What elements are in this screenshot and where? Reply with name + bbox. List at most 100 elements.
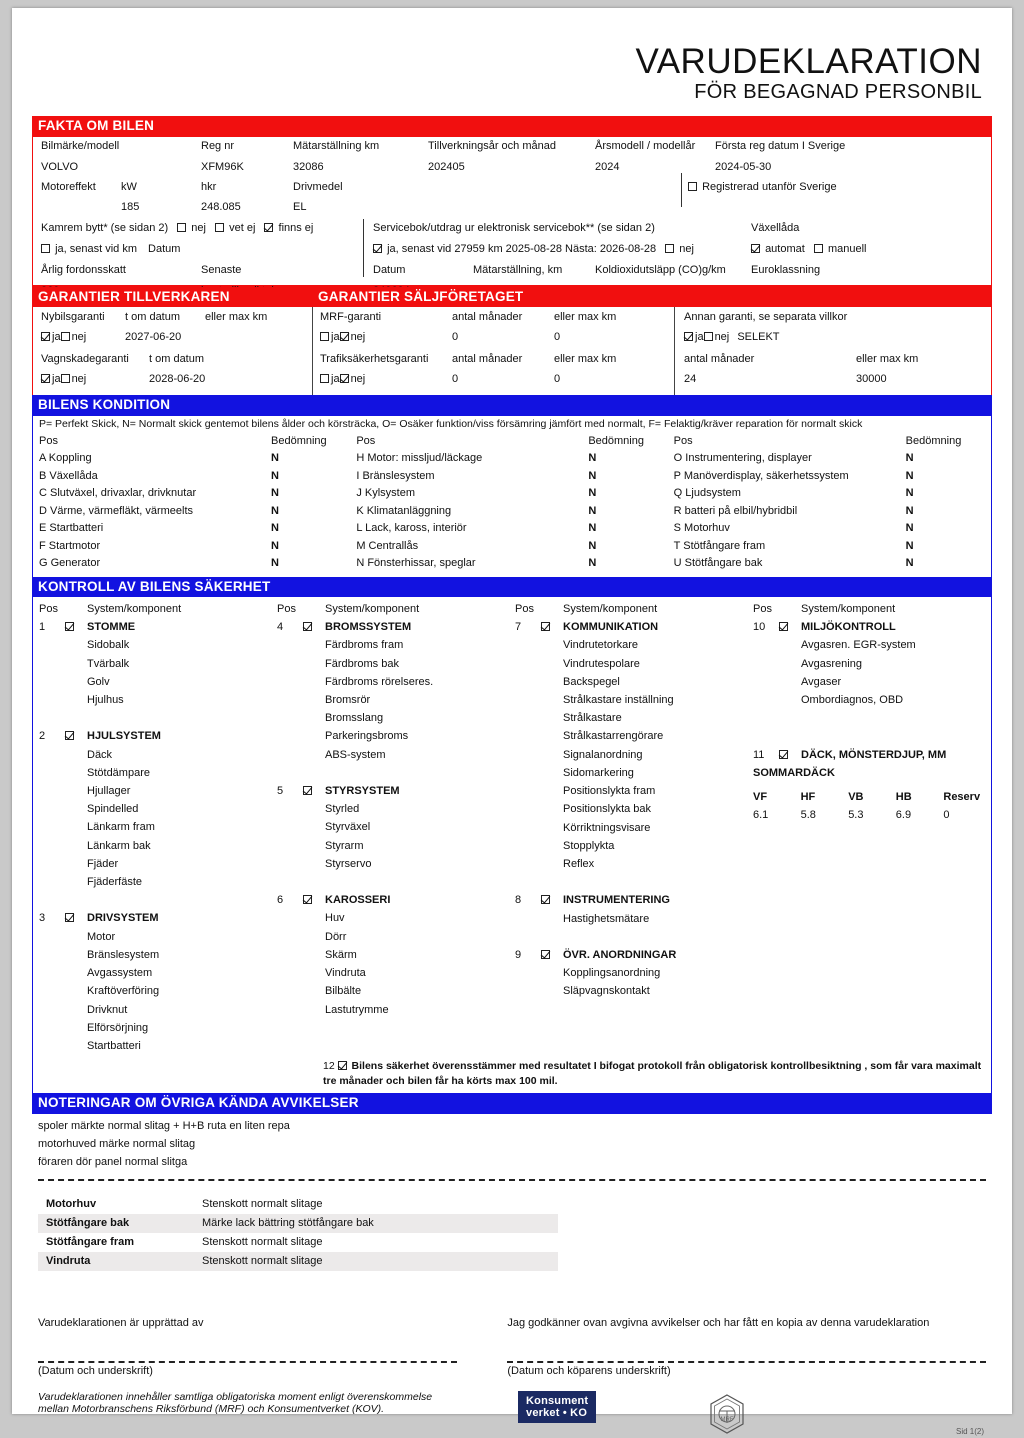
notes-part: Stötfångare fram — [46, 1235, 135, 1248]
condition-grade: N — [271, 557, 279, 570]
condition-hdr-pos-2: Pos — [356, 434, 376, 447]
label-tillverkningsar: Tillverkningsår och månad — [428, 139, 556, 152]
automat-checkbox[interactable] — [751, 243, 760, 253]
kamrem-finnsej-checkbox[interactable] — [264, 222, 274, 232]
label-skatt: Årlig fordonsskatt — [41, 263, 126, 276]
label-annan-nej: nej — [714, 331, 730, 344]
safety-item: Stötdämpare — [87, 766, 150, 779]
label-kamrem: Kamrem bytt* (se sidan 2) — [41, 221, 169, 234]
safety-group-checkbox-5[interactable] — [303, 786, 312, 796]
annan-garanti-nej-checkbox[interactable] — [703, 332, 713, 342]
notes-desc: Märke lack bättring stötfångare bak — [202, 1216, 374, 1229]
notes-free-line: spoler märkte normal slitag + H+B ruta e… — [38, 1119, 290, 1132]
label-nybilsgaranti: Nybilsgaranti — [41, 311, 105, 324]
safety-item: Körriktningsvisare — [563, 821, 651, 834]
safety-item: Fjäder — [87, 857, 119, 870]
label-kamrem-nej: nej — [191, 221, 206, 234]
notes-part: Motorhuv — [46, 1197, 97, 1210]
divider-vertical-top — [681, 172, 682, 207]
tyre-value-row: 6.1 5.8 5.3 6.9 0 — [753, 806, 991, 824]
condition-row: H Motor: missljud/läckage N — [356, 450, 673, 468]
nybilsgaranti-nej-checkbox[interactable] — [60, 332, 70, 342]
label-mfg1-ja: ja — [52, 373, 61, 386]
condition-grade: N — [271, 504, 279, 517]
condition-row: L Lack, kaross, interiör N — [356, 520, 673, 538]
condition-pos: S Motorhuv — [673, 522, 730, 535]
manuell-checkbox[interactable] — [813, 243, 823, 253]
servicebok-ja-checkbox[interactable] — [373, 243, 382, 253]
condition-row: R batteri på elbil/hybridbil N — [674, 503, 991, 521]
value-sel0-months: 0 — [452, 331, 459, 344]
notes-desc: Stenskott normalt slitage — [202, 1197, 323, 1210]
label-senaste: Senaste — [201, 263, 242, 276]
kamrem-vetej-checkbox[interactable] — [215, 222, 225, 232]
safety-group-checkbox-1[interactable] — [65, 622, 74, 632]
item12-checkbox[interactable] — [337, 1061, 347, 1071]
safety-group-checkbox-7[interactable] — [541, 622, 550, 632]
divider-seller-mid — [674, 307, 675, 396]
annan-garanti-ja-checkbox[interactable] — [684, 332, 693, 342]
condition-grade: N — [588, 487, 597, 500]
safety-group-checkbox-4[interactable] — [303, 622, 312, 632]
label-arsmodell: Årsmodell / modellår — [595, 139, 696, 152]
value-annan-garanti-name: SELEKT — [737, 331, 780, 344]
tyre-val-vf: 6.1 — [753, 809, 769, 822]
vaxellada-row: automat manuell — [751, 243, 866, 255]
kamrem-nej-checkbox[interactable] — [177, 222, 187, 232]
annan-garanti-choice: ja nej SELEKT — [684, 331, 780, 343]
warranty-manufacturer: GARANTIER TILLVERKAREN Nybilsgaranti t o… — [32, 286, 312, 396]
condition-grade: N — [905, 557, 914, 570]
safety-group-header: 10 MILJÖKONTROLL — [753, 618, 991, 636]
mrf-garanti-ja-checkbox[interactable] — [320, 332, 329, 342]
servicebok-nej-checkbox[interactable] — [665, 243, 675, 253]
disclaimer-line-1: Varudeklarationen innehåller samtliga ob… — [38, 1390, 433, 1403]
condition-row: Q Ljudsystem N — [674, 485, 991, 503]
kamrem-ja-checkbox[interactable] — [41, 243, 50, 253]
nybilsgaranti-ja-checkbox[interactable] — [41, 332, 50, 342]
condition-row: C Slutväxel, drivaxlar, drivknutar N — [39, 485, 356, 503]
safety-item: Bränslesystem — [87, 948, 160, 961]
mrf-garanti-nej-checkbox[interactable] — [339, 332, 349, 342]
disclaimer-line-2: mellan Motorbranschens Riksförbund (MRF)… — [38, 1402, 385, 1415]
mfg0-choice: ja nej — [41, 331, 86, 343]
safety-item: Avgasren. EGR-system — [801, 639, 916, 652]
trafiksakerhetsgaranti-ja-checkbox[interactable] — [320, 374, 329, 384]
safety-group-checkbox-8[interactable] — [541, 895, 550, 905]
signature-line-seller[interactable] — [38, 1360, 458, 1363]
safety-group-checkbox-9[interactable] — [541, 949, 550, 959]
condition-row: T Stötfångare fram N — [674, 538, 991, 556]
safety-item: Styrväxel — [325, 821, 371, 834]
trafiksakerhetsgaranti-nej-checkbox[interactable] — [339, 374, 349, 384]
condition-row: K Klimatanläggning N — [356, 503, 673, 521]
safety-group-checkbox-10[interactable] — [779, 622, 788, 632]
condition-row: N Fönsterhissar, speglar N — [356, 555, 673, 573]
label-manuell: manuell — [827, 242, 867, 255]
safety-item: Länkarm fram — [87, 821, 155, 834]
label-mfg1-nej: nej — [71, 373, 87, 386]
safety-item: Vindrutetorkare — [563, 639, 639, 652]
safety-group-checkbox-3[interactable] — [65, 913, 74, 923]
condition-pos: E Startbatteri — [39, 522, 104, 535]
safety-group-checkbox-2[interactable] — [65, 731, 74, 741]
label-mfg0-col3: eller max km — [205, 311, 268, 324]
vagnskadegaranti-ja-checkbox[interactable] — [41, 374, 50, 384]
condition-row: U Stötfångare bak N — [674, 555, 991, 573]
reg-utanfor-sverige-checkbox-row[interactable]: Registrerad utanför Sverige — [688, 181, 837, 193]
safety-group-header: 5 STYRSYSTEM — [277, 782, 515, 800]
condition-row: B Växellåda N — [39, 468, 356, 486]
safety-group-header: 11 DÄCK, MÖNSTERDJUP, MM — [753, 746, 991, 764]
reg-utanfor-sverige-checkbox[interactable] — [688, 181, 697, 191]
tyre-season: SOMMARDÄCK — [753, 766, 835, 779]
label-sel1-col3: eller max km — [554, 353, 617, 366]
safety-item: Golv — [87, 675, 110, 688]
notes-section: spoler märkte normal slitag + H+B ruta e… — [32, 1114, 992, 1271]
safety-group-checkbox-6[interactable] — [303, 895, 312, 905]
label-euro: Euroklassning — [751, 263, 821, 276]
footer-left-sig-label: (Datum och underskrift) — [38, 1364, 153, 1377]
safety-group-checkbox-11[interactable] — [779, 749, 788, 759]
vagnskadegaranti-nej-checkbox[interactable] — [60, 374, 70, 384]
label-kamrem-datum: Datum — [148, 242, 181, 255]
safety-item: Lastutrymme — [325, 1003, 389, 1016]
condition-grade: N — [905, 522, 914, 535]
signature-line-buyer[interactable] — [507, 1360, 986, 1363]
